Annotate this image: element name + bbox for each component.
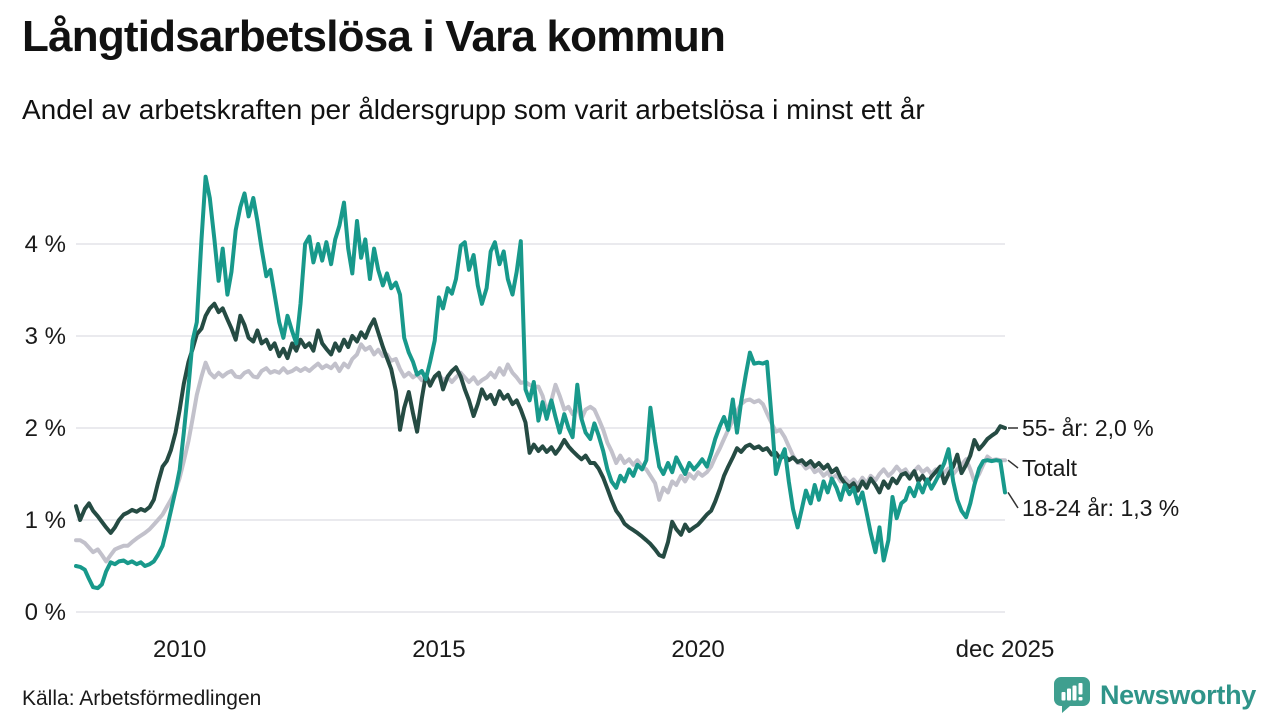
series-line-55plus — [74, 301, 1007, 559]
x-axis-tick-label: 2010 — [153, 636, 206, 663]
y-axis-tick-label: 3 % — [25, 323, 66, 350]
y-axis-tick-label: 1 % — [25, 507, 66, 534]
series-end-label-totalt: Totalt — [1022, 455, 1078, 481]
label-connector — [1007, 491, 1019, 509]
source-note: Källa: Arbetsförmedlingen — [22, 687, 262, 710]
series-end-label-55plus: 55- år: 2,0 % — [1022, 415, 1154, 441]
series-line-1824 — [74, 174, 1007, 591]
y-axis-tick-label: 0 % — [25, 599, 66, 626]
series-line-totalt — [74, 342, 1007, 564]
x-axis-tick-label: dec 2025 — [956, 636, 1055, 663]
newsworthy-logo-icon — [1053, 677, 1090, 713]
series-end-label-1824: 18-24 år: 1,3 % — [1022, 495, 1179, 521]
x-axis-tick-label: 2015 — [412, 636, 465, 663]
chart-subtitle: Andel av arbetskraften per åldersgrupp s… — [22, 94, 925, 125]
y-axis-tick-label: 4 % — [25, 231, 66, 258]
label-connector — [1007, 459, 1019, 469]
newsworthy-logo[interactable]: Newsworthy — [1053, 676, 1256, 714]
page-title: Långtidsarbetslösa i Vara kommun — [22, 12, 726, 61]
newsworthy-logo-text: Newsworthy — [1099, 679, 1256, 710]
x-axis-tick-label: 2020 — [671, 636, 724, 663]
y-axis-tick-label: 2 % — [25, 415, 66, 442]
